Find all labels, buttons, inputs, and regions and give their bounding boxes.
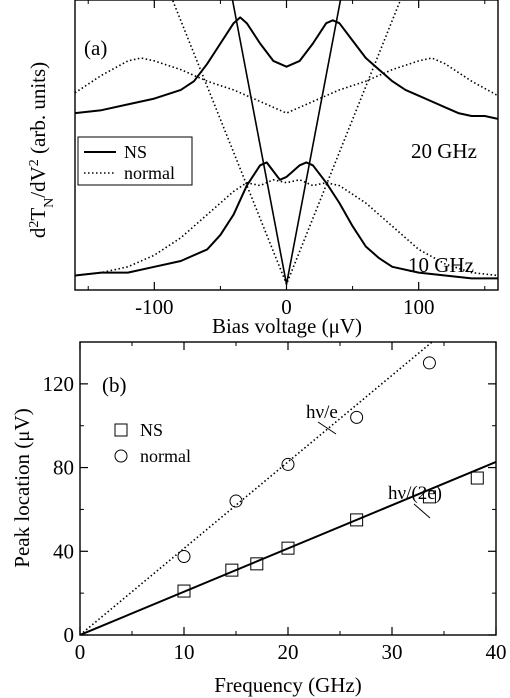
ylabel-sub: N	[42, 198, 57, 208]
series-ns-10-ghz	[75, 161, 498, 280]
fit-label-hv-2e: hν/(2e)	[388, 483, 442, 504]
guide-dotted	[171, 0, 402, 287]
point-normal	[350, 410, 364, 424]
ylabel-dv: /dV	[26, 166, 50, 198]
ylabel-t: T	[26, 208, 50, 221]
point-normal	[229, 494, 243, 508]
x-tick-label: 20	[278, 640, 299, 664]
legend-label-ns: NS	[124, 142, 147, 162]
point-normal	[281, 457, 295, 471]
y-tick-label: 40	[53, 539, 74, 563]
point-ns	[177, 584, 191, 598]
point-ns	[422, 490, 436, 504]
panel-a-label: (a)	[84, 36, 107, 60]
x-tick-label: 10	[174, 640, 195, 664]
panel-b-plot-area	[80, 342, 496, 635]
point-normal	[422, 356, 436, 370]
panel-b-points	[177, 356, 484, 598]
x-tick-label: -100	[135, 295, 174, 319]
y-tick-label: 80	[53, 456, 74, 480]
point-normal	[177, 550, 191, 564]
panel-a-y-axis-label: d2TN/dV2 (arb. units)	[26, 62, 57, 238]
series-normal-10-ghz	[75, 179, 498, 277]
ylabel-sup: 2	[27, 221, 42, 228]
x-tick-label: 0	[281, 295, 292, 319]
series-ns-20-ghz	[75, 16, 498, 120]
point-ns	[470, 471, 484, 485]
x-tick-label: 40	[486, 640, 507, 664]
panel-a: -100 0 100 (a) NS normal 20 GHz 10 GHz Bia…	[26, 0, 499, 338]
legend-label-ns-b: NS	[140, 420, 163, 440]
guide-solid	[231, 0, 342, 285]
panel-a-legend: NS normal	[77, 136, 193, 186]
annotation-20ghz: 20 GHz	[411, 139, 477, 163]
point-ns	[225, 563, 239, 577]
point-ns	[250, 557, 264, 571]
point-ns	[281, 541, 295, 555]
panel-b-label: (b)	[102, 373, 127, 397]
panel-a-series	[75, 16, 498, 280]
point-ns	[350, 513, 364, 527]
panel-b-x-axis-label: Frequency (GHz)	[214, 673, 362, 697]
legend-label-normal-b: normal	[140, 446, 191, 466]
y-tick-label: 0	[64, 623, 75, 647]
x-tick-label: 30	[382, 640, 403, 664]
ylabel-d: d	[26, 227, 50, 238]
y-tick-label: 120	[43, 372, 75, 396]
legend-marker-ns	[114, 423, 128, 437]
panel-a-guides	[171, 0, 402, 287]
ylabel-rest: (arb. units)	[26, 62, 50, 159]
fit-line-normal	[80, 342, 434, 635]
annotation-10ghz: 10 GHz	[408, 253, 474, 277]
panel-b-ticks: 0 10 20 30 40 0 40 80 120	[43, 342, 507, 664]
legend-marker-normal	[114, 449, 128, 463]
panel-a-x-ticks: -100 0 100	[87, 0, 486, 319]
panel-b-legend: NS normal	[114, 420, 191, 466]
x-tick-label: 100	[403, 295, 435, 319]
fit-arrow-hv-e	[317, 421, 337, 435]
legend-box	[77, 136, 193, 186]
panel-b-y-axis-label: Peak location (μV)	[10, 408, 34, 567]
ylabel-sup2: 2	[27, 159, 42, 166]
fit-arrow-hv-2e	[413, 503, 431, 519]
panel-b: 0 10 20 30 40 0 40 80 120 (b) NS normal hν/e hν/…	[10, 341, 507, 697]
panel-a-x-axis-label: Bias voltage (μV)	[212, 314, 362, 338]
legend-label-normal: normal	[124, 163, 175, 183]
fit-label-hv-e: hν/e	[306, 402, 338, 423]
x-tick-label: 0	[75, 640, 86, 664]
